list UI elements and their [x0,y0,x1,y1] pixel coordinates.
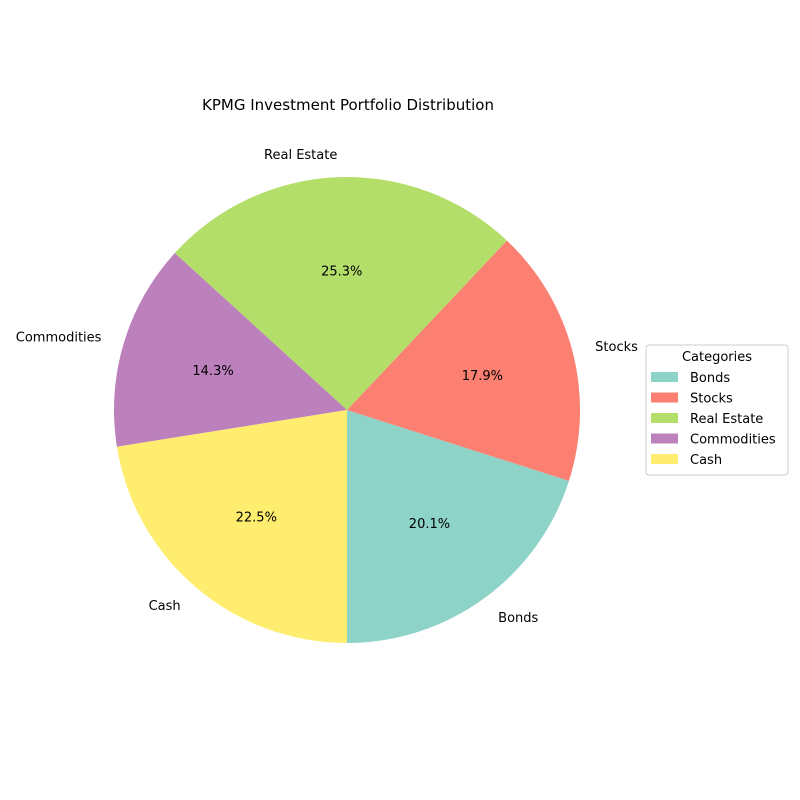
slice-label-real-estate: Real Estate [264,148,337,163]
slice-pct-real-estate: 25.3% [321,264,362,279]
pie-slices [114,176,580,643]
slice-bonds [347,410,569,643]
slice-label-stocks: Stocks [595,340,638,355]
legend-label-cash: Cash [690,453,722,468]
legend-swatch-commodities [651,433,678,444]
chart-title: KPMG Investment Portfolio Distribution [202,96,494,114]
pie-labels: Bonds 20.1% Stocks 17.9% Real Estate 25.3% Com… [16,148,638,626]
slice-stocks [347,240,580,481]
legend-swatch-stocks [651,392,678,403]
legend-label-stocks: Stocks [690,392,733,407]
slice-pct-commodities: 14.3% [192,364,233,379]
legend-swatch-bonds [651,372,678,382]
slice-pct-cash: 22.5% [236,510,277,525]
slice-cash [116,410,348,643]
legend-title: Categories [682,350,752,365]
legend-items: Bonds Stocks Real Estate Commodities Cash [651,371,776,468]
legend: Categories Bonds Stocks Real Estate Commodi… [645,344,789,476]
legend-swatch-cash [651,454,678,464]
legend-label-real-estate: Real Estate [690,412,763,427]
legend-frame [645,344,789,476]
slice-commodities [114,253,347,447]
slice-real-estate [174,176,507,410]
legend-label-bonds: Bonds [690,371,730,386]
slice-pct-bonds: 20.1% [409,517,450,532]
legend-label-commodities: Commodities [690,433,776,448]
slice-label-commodities: Commodities [16,331,102,346]
legend-swatch-real-estate [651,413,678,423]
slice-label-bonds: Bonds [498,611,538,626]
slice-label-cash: Cash [149,599,181,614]
slice-pct-stocks: 17.9% [462,369,503,384]
